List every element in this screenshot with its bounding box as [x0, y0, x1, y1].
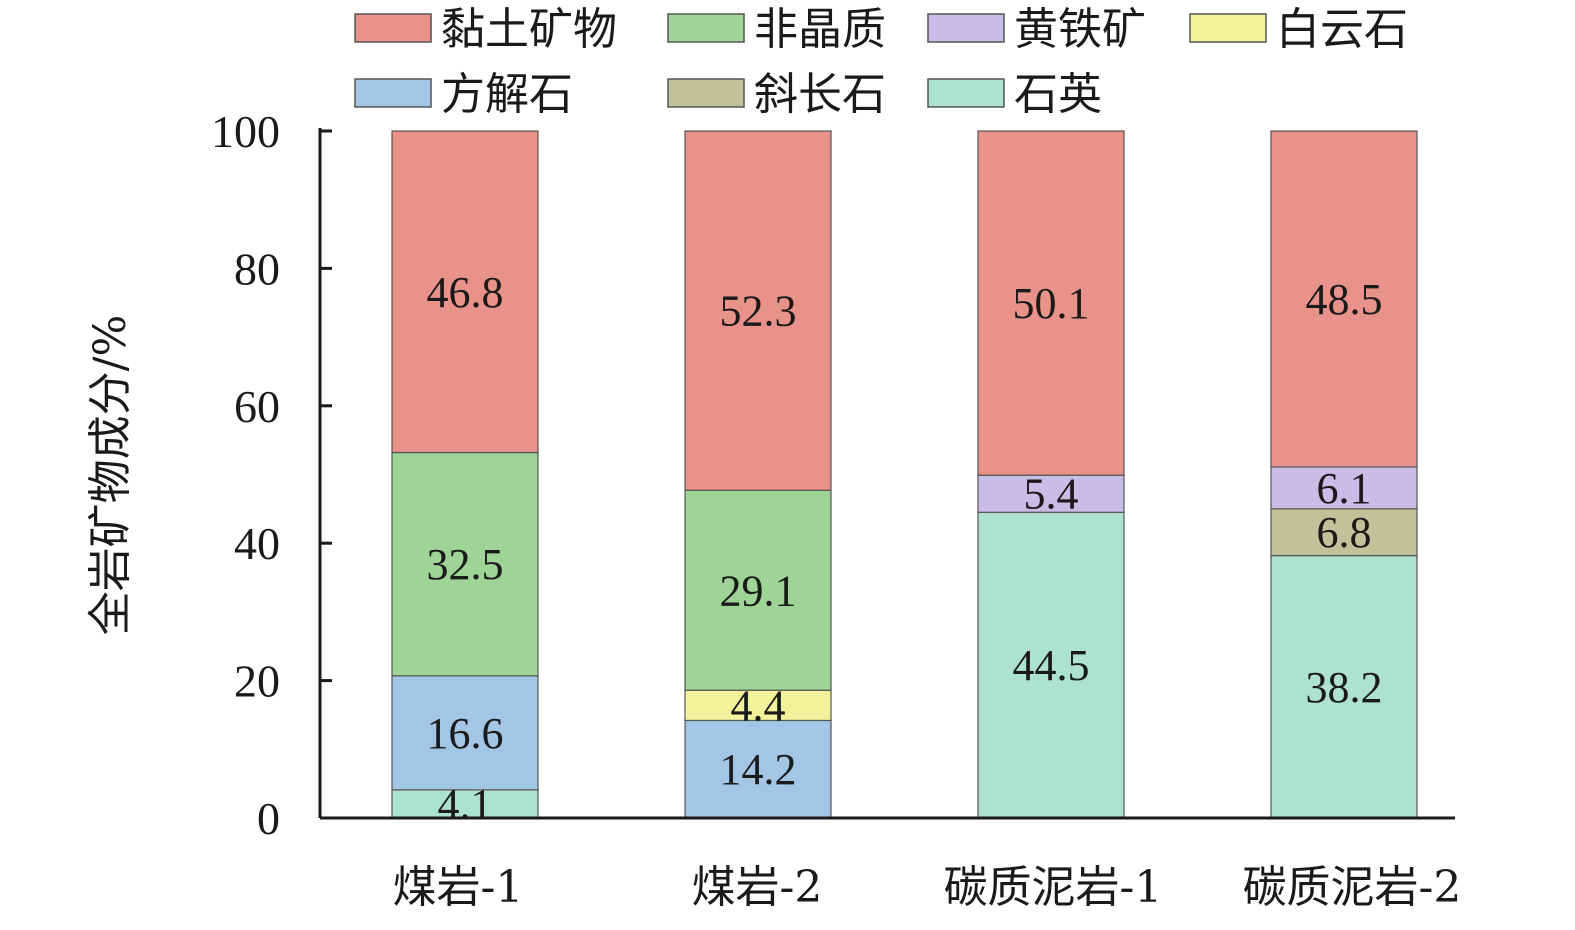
y-tick-label-80: 80: [234, 243, 280, 294]
data-label-3-斜长石: 6.8: [1317, 508, 1372, 557]
bar-segment-3-斜长石: [1270, 508, 1418, 557]
y-tick-label-100: 100: [211, 106, 280, 157]
bar-segment-3-石英: [1270, 554, 1418, 819]
legend-label-斜长石: 斜长石: [754, 69, 886, 120]
legend-label-黏土矿物: 黏土矿物: [441, 4, 617, 55]
x-category-label-1: 煤岩-2: [692, 862, 823, 913]
legend-label-黄铁矿: 黄铁矿: [1014, 4, 1146, 55]
legend-swatch-白云石: [1189, 13, 1267, 43]
data-label-2-黄铁矿: 5.4: [1024, 470, 1079, 519]
legend-label-白云石: 白云石: [1276, 4, 1408, 55]
data-label-0-石英: 4.1: [438, 780, 493, 829]
axes: [318, 128, 1455, 820]
legend-swatch-黄铁矿: [927, 13, 1005, 43]
data-label-0-黏土矿物: 46.8: [427, 268, 504, 317]
legend-swatch-非晶质: [667, 13, 745, 43]
data-label-0-非晶质: 32.5: [427, 540, 504, 589]
bar-segment-0-方解石: [391, 675, 539, 791]
bars: [391, 130, 1418, 819]
bar-segment-1-黏土矿物: [684, 130, 832, 491]
data-label-2-黏土矿物: 50.1: [1013, 279, 1090, 328]
legend-swatch-黏土矿物: [354, 13, 432, 43]
data-label-2-石英: 44.5: [1013, 641, 1090, 690]
legend-swatch-方解石: [354, 78, 432, 108]
data-label-3-黏土矿物: 48.5: [1306, 275, 1383, 324]
bar-segment-0-石英: [391, 789, 539, 819]
bar-segment-0-黏土矿物: [391, 130, 539, 454]
data-label-0-方解石: 16.6: [427, 709, 504, 758]
data-label-1-黏土矿物: 52.3: [720, 287, 797, 336]
data-labels: 4.1 16.6 32.5 46.8 14.2 4.4 29.1 52.3 44.5 5.4 50.…: [427, 268, 1383, 829]
y-tick-label-60: 60: [234, 381, 280, 432]
bar-segment-3-黏土矿物: [1270, 130, 1418, 468]
x-category-label-0: 煤岩-1: [393, 862, 524, 913]
y-tick-label-40: 40: [234, 518, 280, 569]
legend-label-石英: 石英: [1014, 69, 1102, 120]
y-tick-label-0: 0: [257, 793, 280, 844]
legend-swatch-石英: [927, 78, 1005, 108]
bar-segment-1-方解石: [684, 719, 832, 819]
data-label-1-方解石: 14.2: [720, 745, 797, 794]
x-categories: 煤岩-1 煤岩-2 碳质泥岩-1 碳质泥岩-2: [393, 862, 1462, 913]
data-label-1-白云石: 4.4: [731, 681, 786, 730]
legend-label-方解石: 方解石: [441, 69, 573, 120]
x-category-label-3: 碳质泥岩-2: [1243, 862, 1462, 913]
y-tick-label-20: 20: [234, 656, 280, 707]
bar-segment-2-黄铁矿: [977, 474, 1125, 513]
data-label-3-黄铁矿: 6.1: [1317, 464, 1372, 513]
bar-segment-1-非晶质: [684, 489, 832, 691]
x-category-label-2: 碳质泥岩-1: [944, 862, 1163, 913]
legend-swatch-斜长石: [667, 78, 745, 108]
y-axis-label: 全岩矿物成分/%: [85, 315, 136, 636]
data-label-3-石英: 38.2: [1306, 663, 1383, 712]
bar-segment-1-白云石: [684, 689, 832, 722]
legend-label-非晶质: 非晶质: [754, 4, 886, 55]
data-label-1-非晶质: 29.1: [720, 566, 797, 615]
y-ticks: 0 20 40 60 80 100: [211, 106, 332, 844]
bar-segment-2-黏土矿物: [977, 130, 1125, 476]
